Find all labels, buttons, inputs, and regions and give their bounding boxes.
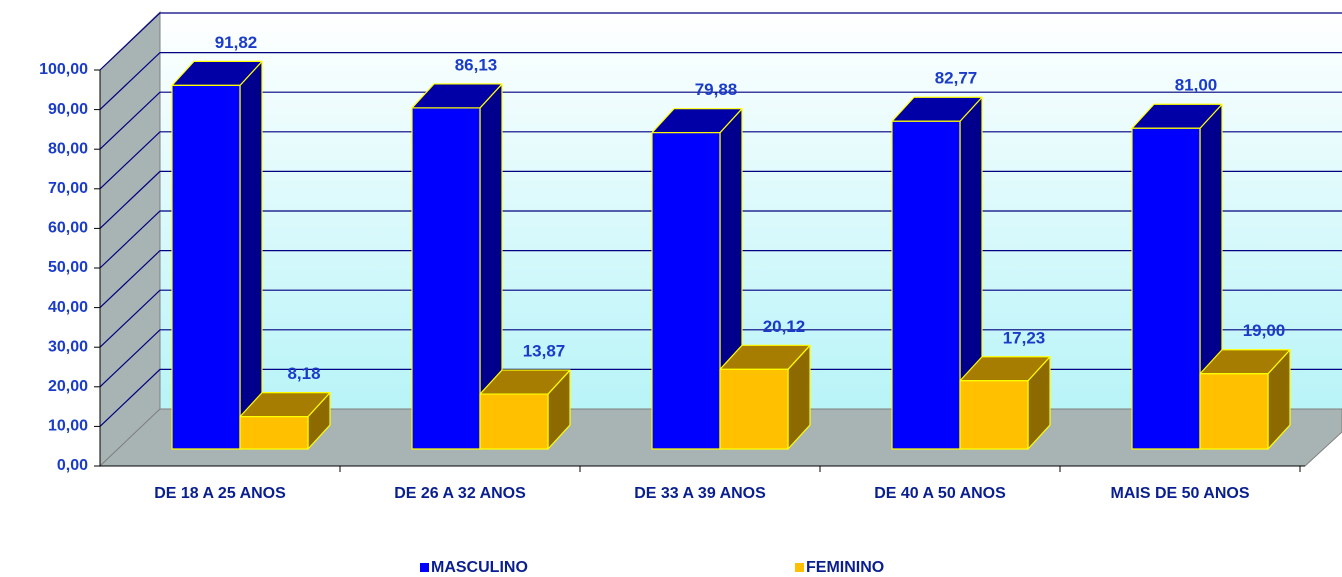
y-tick-label: 70,00 bbox=[48, 180, 88, 197]
y-tick-label: 10,00 bbox=[48, 418, 88, 435]
y-tick-label: 0,00 bbox=[57, 457, 88, 474]
grid-line bbox=[99, 12, 1342, 71]
x-tick-label: DE 33 A 39 ANOS bbox=[634, 485, 766, 502]
y-tick-label: 20,00 bbox=[48, 378, 88, 395]
bar bbox=[719, 368, 789, 450]
value-label: 13,87 bbox=[523, 342, 566, 361]
grid-line bbox=[99, 52, 1342, 111]
y-tick-label: 100,00 bbox=[39, 61, 88, 78]
value-label: 82,77 bbox=[935, 69, 978, 88]
plot: 0,00 10,00 20,00 30,00 40,00 50,00 60,00 70,00 8… bbox=[39, 12, 1342, 576]
value-label: 81,00 bbox=[1175, 76, 1218, 95]
value-label: 86,13 bbox=[455, 55, 498, 74]
value-label: 91,82 bbox=[215, 33, 258, 52]
value-label: 8,18 bbox=[287, 364, 320, 383]
x-tick-label: DE 40 A 50 ANOS bbox=[874, 485, 1006, 502]
y-tick-label: 80,00 bbox=[48, 140, 88, 157]
value-label: 17,23 bbox=[1003, 328, 1046, 347]
value-label: 19,00 bbox=[1243, 321, 1286, 340]
y-tick-label: 50,00 bbox=[48, 259, 88, 276]
legend-label: FEMININO bbox=[806, 559, 884, 576]
y-tick-label: 30,00 bbox=[48, 338, 88, 355]
bar bbox=[171, 84, 241, 450]
bar-side bbox=[239, 60, 263, 450]
bar bbox=[411, 107, 481, 450]
bar bbox=[479, 393, 549, 450]
bar bbox=[239, 416, 309, 450]
x-tick-label: DE 18 A 25 ANOS bbox=[154, 485, 286, 502]
grid-line bbox=[99, 91, 1342, 150]
legend-swatch bbox=[795, 563, 804, 572]
bar bbox=[891, 120, 961, 450]
bar bbox=[651, 132, 721, 450]
value-label: 79,88 bbox=[695, 80, 738, 99]
x-tick-label: DE 26 A 32 ANOS bbox=[394, 485, 526, 502]
y-tick-label: 90,00 bbox=[48, 101, 88, 118]
bar bbox=[959, 380, 1029, 450]
value-label: 20,12 bbox=[763, 317, 806, 336]
bar bbox=[1131, 127, 1201, 450]
y-tick-label: 60,00 bbox=[48, 220, 88, 237]
x-tick-label: MAIS DE 50 ANOS bbox=[1111, 485, 1250, 502]
legend-swatch bbox=[420, 563, 429, 572]
y-tick-label: 40,00 bbox=[48, 299, 88, 316]
legend-label: MASCULINO bbox=[431, 559, 528, 576]
bar bbox=[1199, 373, 1269, 450]
